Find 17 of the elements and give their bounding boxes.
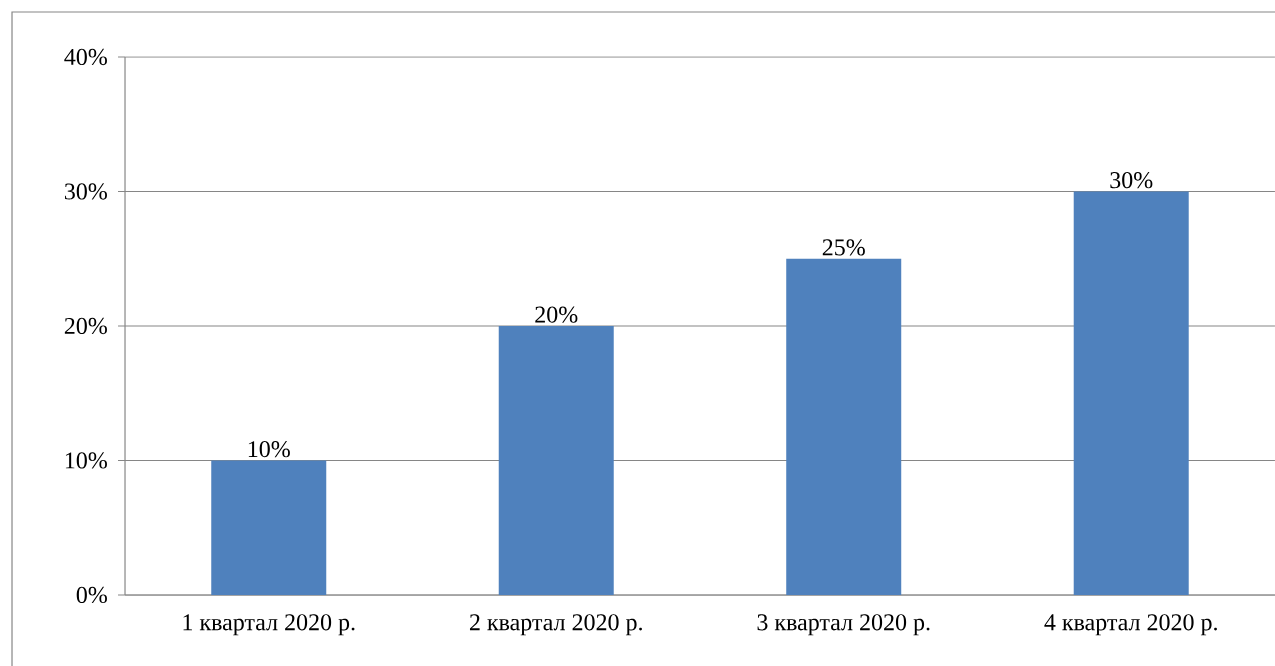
bar [498, 325, 614, 595]
x-tick-label: 2 квартал 2020 р. [469, 614, 642, 636]
y-tick-label: 20% [64, 317, 107, 335]
y-tick-label: 10% [65, 452, 107, 469]
data-label: 30% [1110, 172, 1153, 189]
x-tick-label: 1 квартал 2020 р. [183, 614, 355, 636]
data-label: 20% [535, 306, 578, 323]
data-label: 10% [248, 441, 290, 458]
x-tick-label: 3 квартал 2020 р. [757, 614, 930, 636]
bar [1073, 191, 1189, 595]
y-tick-label: 40% [64, 48, 107, 66]
bar [786, 258, 902, 595]
data-label: 25% [822, 239, 865, 256]
x-tick-label: 4 квартал 2020 р. [1044, 614, 1217, 636]
y-tick-label: 30% [64, 183, 107, 200]
y-tick-label: 0% [76, 586, 107, 604]
bar [211, 460, 327, 595]
